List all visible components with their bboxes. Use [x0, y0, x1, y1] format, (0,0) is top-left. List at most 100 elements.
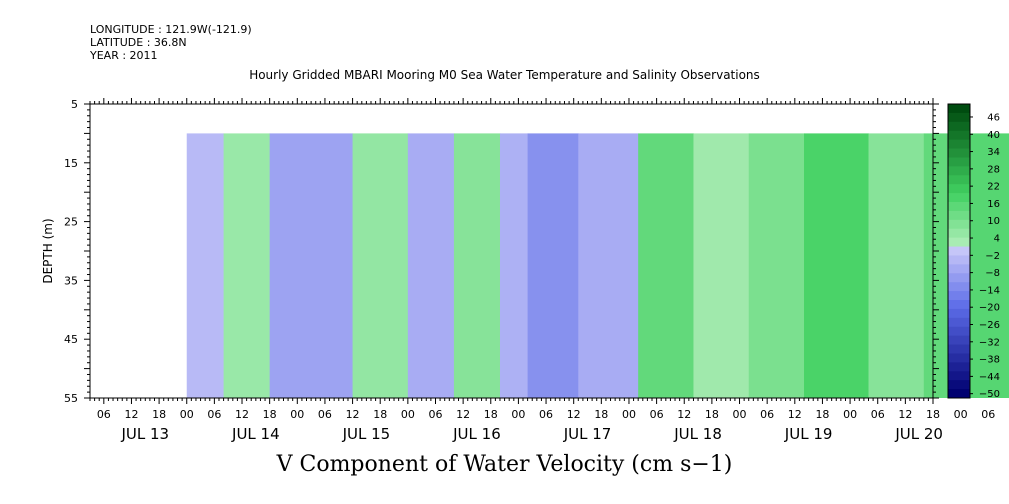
- x-hour-tick-label: 06: [318, 408, 332, 421]
- x-hour-tick-label: 00: [290, 408, 304, 421]
- heatmap-cell: [578, 133, 639, 398]
- x-hour-tick-label: 12: [788, 408, 802, 421]
- x-day-label: JUL 17: [563, 425, 612, 443]
- colorbar-swatch: [948, 353, 970, 363]
- colorbar-label: 22: [987, 182, 1000, 193]
- year-label: YEAR : 2011: [90, 49, 158, 62]
- x-day-label: JUL 13: [120, 425, 169, 443]
- x-hour-tick-label: 00: [622, 408, 636, 421]
- colorbar-swatch: [948, 104, 970, 114]
- x-hour-tick-label: 18: [484, 408, 498, 421]
- heatmap-cell: [868, 133, 925, 398]
- colorbar-swatch: [948, 184, 970, 194]
- x-hour-tick-label: 18: [152, 408, 166, 421]
- colorbar-label: −44: [979, 372, 1000, 383]
- x-day-label: JUL 19: [784, 425, 833, 443]
- x-hour-tick-label: 18: [594, 408, 608, 421]
- colorbar-swatch: [948, 228, 970, 239]
- colorbar-swatch: [948, 210, 970, 221]
- y-tick-label: 25: [64, 216, 78, 229]
- x-hour-tick-label: 06: [981, 408, 995, 421]
- colorbar-swatch: [948, 326, 970, 337]
- y-tick-label: 45: [64, 333, 78, 346]
- heatmap-cell: [223, 133, 271, 398]
- colorbar-swatch: [948, 273, 970, 283]
- colorbar-swatch: [948, 139, 970, 150]
- x-hour-tick-label: 18: [373, 408, 387, 421]
- heatmap-cell: [969, 133, 1009, 398]
- colorbar-label: 40: [987, 130, 1000, 141]
- colorbar: 46 40 34 28 22 16 10 4 −2 −8 −14 −20 −26 −32 −38 −44 −50: [947, 103, 1000, 400]
- heatmap-cell: [269, 133, 354, 398]
- colorbar-swatch: [948, 237, 970, 248]
- colorbar-label: 16: [987, 199, 1000, 210]
- latitude-label: LATITUDE : 36.8N: [90, 36, 187, 49]
- heatmap-cell: [407, 133, 455, 398]
- colorbar-swatch: [948, 308, 970, 319]
- x-day-label: JUL 14: [231, 425, 280, 443]
- colorbar-swatch: [948, 121, 970, 132]
- heatmap-cell: [499, 133, 529, 398]
- colorbar-label: 28: [987, 164, 1000, 175]
- colorbar-label: 46: [987, 112, 1000, 123]
- x-hour-tick-label: 00: [180, 408, 194, 421]
- colorbar-swatch: [948, 130, 970, 141]
- heatmap-cell: [804, 133, 870, 398]
- colorbar-swatch: [948, 193, 970, 203]
- colorbar-label: 10: [987, 216, 1000, 227]
- colorbar-swatch: [948, 157, 970, 167]
- colorbar-label: −8: [985, 268, 1000, 279]
- colorbar-label: −38: [979, 355, 1000, 366]
- y-tick-label: 55: [64, 392, 78, 405]
- colorbar-swatch: [948, 317, 970, 328]
- x-axis-label: V Component of Water Velocity (cm s−1): [276, 452, 733, 477]
- colorbar-swatch: [948, 255, 970, 265]
- colorbar-swatch: [948, 344, 970, 354]
- colorbar-label: 34: [987, 147, 1000, 158]
- colorbar-label: −14: [979, 285, 1000, 296]
- x-hour-tick-label: 00: [401, 408, 415, 421]
- y-tick-label: 15: [64, 157, 78, 170]
- heatmap-cell: [453, 133, 501, 398]
- x-hour-tick-label: 18: [263, 408, 277, 421]
- y-axis-label: DEPTH (m): [41, 218, 55, 283]
- x-hour-tick-label: 00: [843, 408, 857, 421]
- x-hour-tick-label: 12: [567, 408, 581, 421]
- colorbar-swatch: [948, 282, 970, 292]
- x-hour-tick-label: 12: [898, 408, 912, 421]
- x-day-label: JUL 16: [452, 425, 501, 443]
- heatmap-cell: [693, 133, 750, 398]
- colorbar-swatch: [948, 166, 970, 176]
- colorbar-swatch: [948, 148, 970, 158]
- x-hour-tick-label: 06: [760, 408, 774, 421]
- x-hour-tick-label: 06: [207, 408, 221, 421]
- x-hour-tick-label: 06: [539, 408, 553, 421]
- colorbar-frame: [947, 103, 971, 399]
- colorbar-label: 4: [994, 234, 1000, 245]
- x-hour-tick-label: 06: [97, 408, 111, 421]
- colorbar-swatch: [948, 219, 970, 230]
- x-hour-tick-label: 00: [954, 408, 968, 421]
- heatmap-cell: [527, 133, 579, 398]
- colorbar-swatch: [948, 335, 970, 346]
- x-hour-tick-label: 12: [677, 408, 691, 421]
- x-hour-tick-label: 06: [871, 408, 885, 421]
- x-hour-tick-label: 00: [733, 408, 747, 421]
- colorbar-label: −2: [985, 251, 1000, 262]
- x-hour-tick-label: 06: [650, 408, 664, 421]
- x-hour-tick-label: 06: [428, 408, 442, 421]
- x-day-label: JUL 20: [894, 425, 943, 443]
- colorbar-label: −26: [979, 320, 1000, 331]
- x-day-label: JUL 15: [342, 425, 391, 443]
- heatmap-cell: [352, 133, 409, 398]
- x-day-label: JUL 18: [673, 425, 722, 443]
- heatmap-cell: [748, 133, 805, 398]
- colorbar-label: −50: [979, 389, 1000, 400]
- x-hour-tick-label: 12: [124, 408, 138, 421]
- heatmap-cell: [186, 133, 225, 398]
- colorbar-swatch: [948, 300, 970, 310]
- x-hour-tick-label: 12: [235, 408, 249, 421]
- colorbar-swatch: [948, 264, 970, 274]
- x-hour-tick-label: 18: [926, 408, 940, 421]
